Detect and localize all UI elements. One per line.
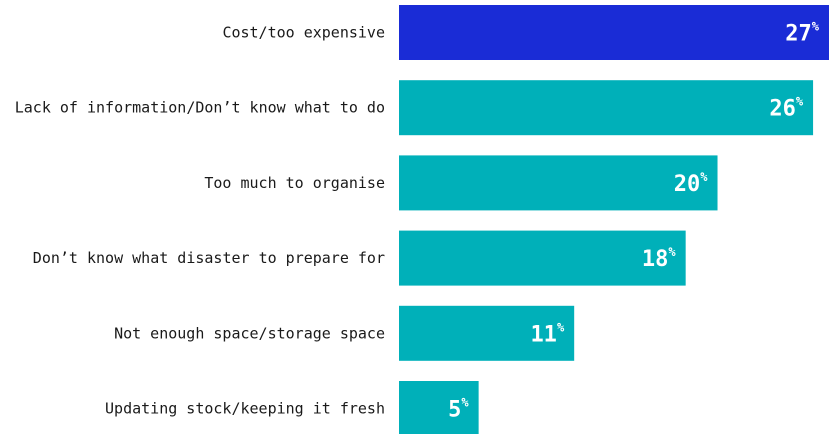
value-label-1: 27% <box>785 20 820 47</box>
bar-6 <box>399 381 479 434</box>
category-labels-group: Cost/too expensive Lack of information/Do… <box>15 24 385 418</box>
bar-2 <box>399 80 814 136</box>
bars-group <box>399 5 829 434</box>
category-label-3: Too much to organise <box>204 174 385 192</box>
bar-4 <box>399 230 686 286</box>
category-label-6: Updating stock/keeping it fresh <box>105 400 385 418</box>
value-label-2: 26% <box>769 95 804 122</box>
value-labels-group: 27% 26% 20% 18% 11% 5% <box>448 20 820 423</box>
bar-1 <box>399 5 829 60</box>
category-label-5: Not enough space/storage space <box>114 324 385 342</box>
value-label-6: 5% <box>448 396 469 423</box>
category-label-2: Lack of information/Don’t know what to d… <box>15 99 385 117</box>
category-label-1: Cost/too expensive <box>222 24 385 42</box>
value-label-4: 18% <box>642 245 677 272</box>
bar-3 <box>399 155 718 211</box>
value-label-3: 20% <box>674 170 709 197</box>
bar-5 <box>399 305 575 361</box>
value-label-5: 11% <box>530 320 565 347</box>
category-label-4: Don’t know what disaster to prepare for <box>33 249 385 267</box>
